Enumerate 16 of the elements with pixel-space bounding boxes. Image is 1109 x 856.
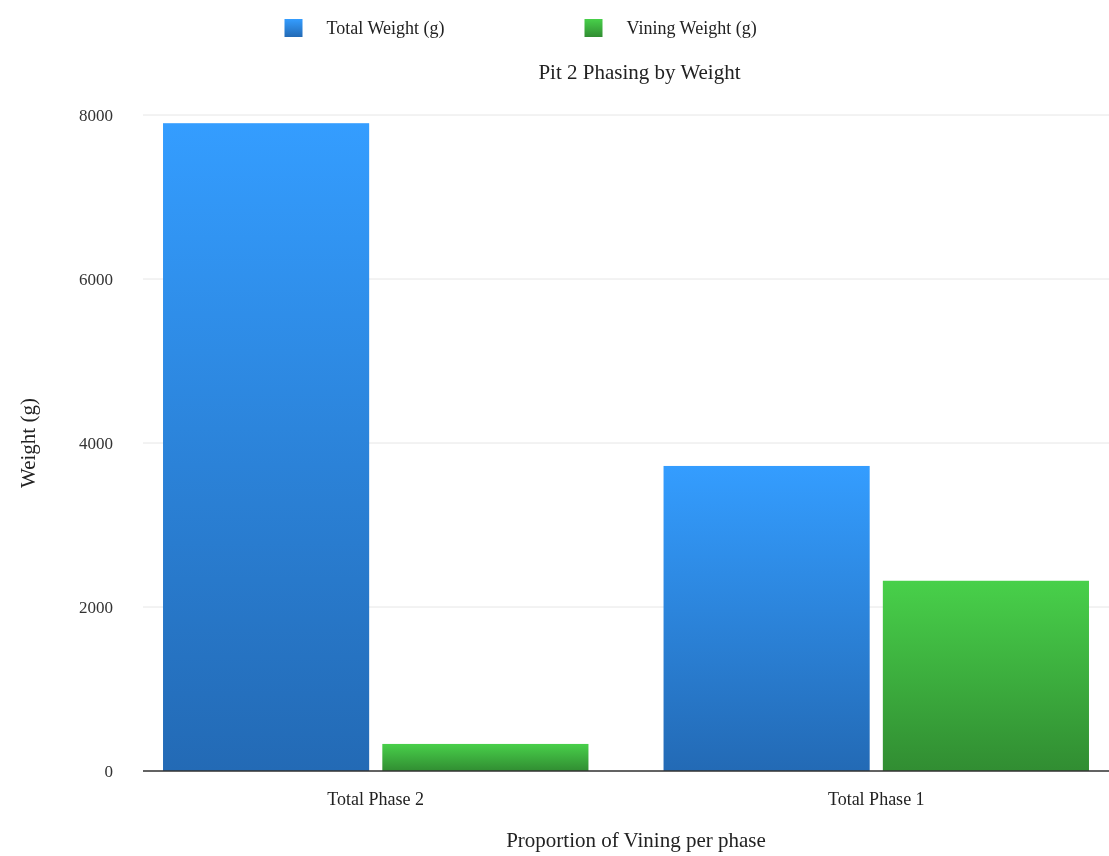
y-tick-label: 4000 [79, 433, 113, 453]
bar [163, 123, 370, 771]
x-axis-title: Proportion of Vining per phase [506, 828, 766, 852]
y-axis-title: Weight (g) [16, 398, 40, 488]
bar [382, 743, 589, 771]
x-tick-label: Total Phase 2 [327, 789, 425, 809]
y-tick-label: 0 [104, 761, 113, 781]
bar [663, 465, 870, 771]
bar [882, 580, 1089, 771]
y-tick-label: 8000 [79, 105, 113, 125]
legend-label: Vining Weight (g) [626, 18, 757, 40]
y-tick-label: 2000 [79, 597, 113, 617]
y-tick-label: 6000 [79, 269, 113, 289]
legend-label: Total Weight (g) [326, 18, 445, 40]
x-tick-label: Total Phase 1 [827, 789, 925, 809]
chart-title: Pit 2 Phasing by Weight [538, 60, 741, 84]
